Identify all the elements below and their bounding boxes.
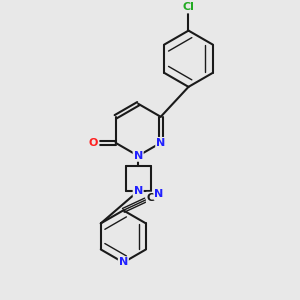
Text: C: C xyxy=(147,193,155,202)
Text: O: O xyxy=(89,138,98,148)
Text: N: N xyxy=(154,189,164,199)
Text: N: N xyxy=(134,151,143,161)
Text: Cl: Cl xyxy=(183,2,194,13)
Text: N: N xyxy=(119,257,128,268)
Text: N: N xyxy=(156,138,165,148)
Text: N: N xyxy=(134,186,143,196)
